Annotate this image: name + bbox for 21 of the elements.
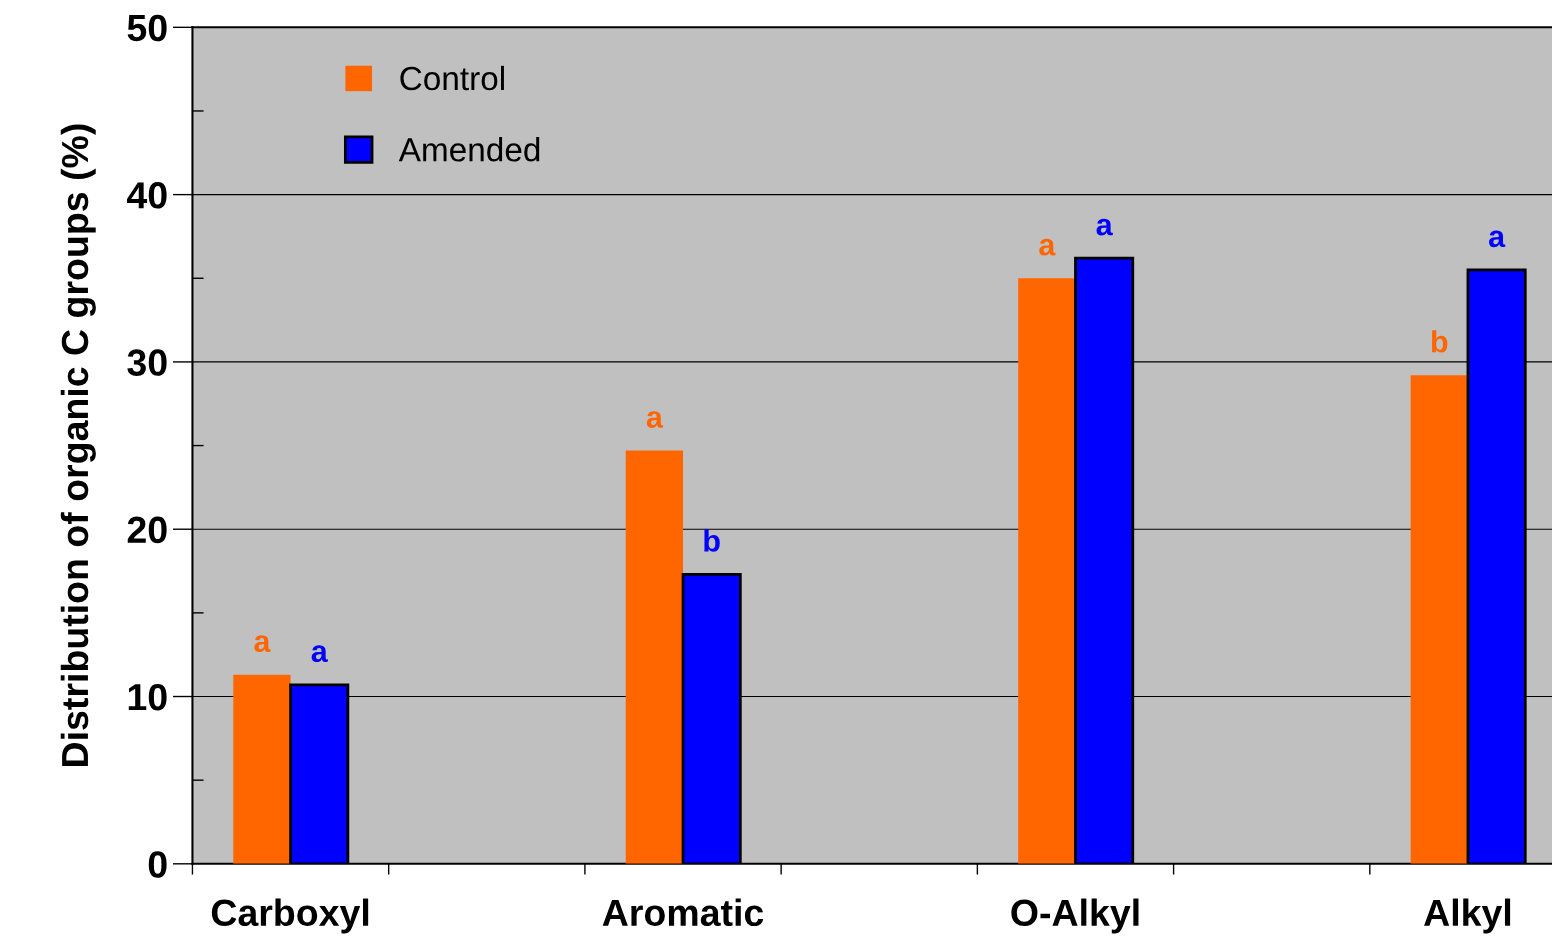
y-axis-title: Distribution of organic C groups (%) <box>60 124 96 766</box>
legend-label: Amended <box>398 137 540 162</box>
y-tick-label: 20 <box>127 516 167 544</box>
y-tick-label: 50 <box>127 14 167 42</box>
x-tick-label: Carboxyl <box>211 898 369 934</box>
data-label: a <box>646 411 664 428</box>
data-label: b <box>704 529 720 552</box>
data-label: a <box>254 635 271 653</box>
legend-label: Control <box>400 65 504 91</box>
y-tick-label: 30 <box>127 349 167 376</box>
y-tick-label: 40 <box>127 182 167 209</box>
x-tick-label: O-Alkyl <box>1011 898 1139 934</box>
data-label: b <box>1431 330 1448 353</box>
y-tick-label: 0 <box>148 851 167 878</box>
data-label: a <box>311 645 328 663</box>
y-tick-label: 10 <box>128 683 167 711</box>
x-tick-label: Alkyl <box>1424 898 1511 934</box>
data-label: a <box>1039 238 1056 256</box>
x-tick-label: Aromatic <box>602 898 764 927</box>
data-label: a <box>1096 218 1113 236</box>
data-label: a <box>1488 230 1506 248</box>
